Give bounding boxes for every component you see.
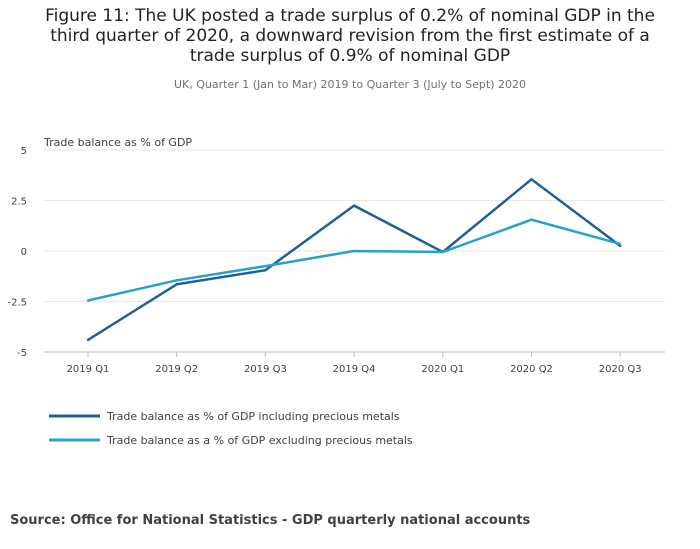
x-tick-label-6: 2020 Q3 [599, 364, 642, 375]
data-point-s1-2 [264, 268, 267, 272]
legend: Trade balance as % of GDP including prec… [49, 410, 413, 447]
y-tick-label-4: -5 [17, 348, 27, 359]
data-point-s2-3 [352, 249, 356, 253]
chart-title-line-3: trade surplus of 0.9% of nominal GDP [189, 46, 511, 66]
legend-label-2: Trade balance as a % of GDP excluding pr… [106, 434, 413, 447]
data-point-s2-0 [86, 299, 90, 302]
data-point-s2-6 [619, 242, 622, 246]
x-tick-label-2: 2019 Q3 [244, 364, 287, 375]
y-tick-label-0: 5 [21, 146, 27, 157]
y-tick-labels: 5 2.5 0 -2.5 -5 [7, 146, 27, 359]
y-tick-label-3: -2.5 [7, 298, 27, 309]
series-line-1 [87, 177, 621, 341]
chart-title-line-1: Figure 11: The UK posted a trade surplus… [45, 6, 655, 26]
data-point-s1-6 [619, 244, 622, 248]
y-tick-label-1: 2.5 [11, 197, 27, 208]
data-point-s2-2 [264, 264, 267, 268]
data-point-s2-1 [175, 279, 178, 282]
x-tick-label-1: 2019 Q2 [155, 364, 198, 375]
data-point-s1-3 [352, 204, 356, 207]
data-point-s2-4 [441, 250, 444, 254]
series-lines [86, 177, 622, 342]
legend-label-1: Trade balance as % of GDP including prec… [106, 410, 400, 423]
x-tick-label-0: 2019 Q1 [67, 364, 110, 375]
data-point-s1-1 [175, 283, 178, 286]
series-line-2 [87, 218, 621, 302]
source-note: Source: Office for National Statistics -… [10, 513, 531, 528]
y-tick-label-2: 0 [21, 247, 27, 258]
data-point-s1-5 [530, 178, 533, 181]
x-tick-label-4: 2020 Q1 [421, 364, 464, 375]
data-point-s1-0 [86, 338, 90, 342]
chart-title: Figure 11: The UK posted a trade surplus… [0, 6, 700, 66]
y-axis-label: Trade balance as % of GDP [43, 136, 192, 149]
chart-title-line-2: third quarter of 2020, a downward revisi… [50, 26, 650, 46]
chart-subtitle: UK, Quarter 1 (Jan to Mar) 2019 to Quart… [173, 78, 527, 91]
x-tick-label-5: 2020 Q2 [510, 364, 553, 375]
x-axis: 2019 Q1 2019 Q2 2019 Q3 2019 Q4 2020 Q1 2020 … [67, 352, 642, 375]
data-point-s2-5 [530, 218, 533, 221]
x-tick-label-3: 2019 Q4 [333, 364, 376, 375]
